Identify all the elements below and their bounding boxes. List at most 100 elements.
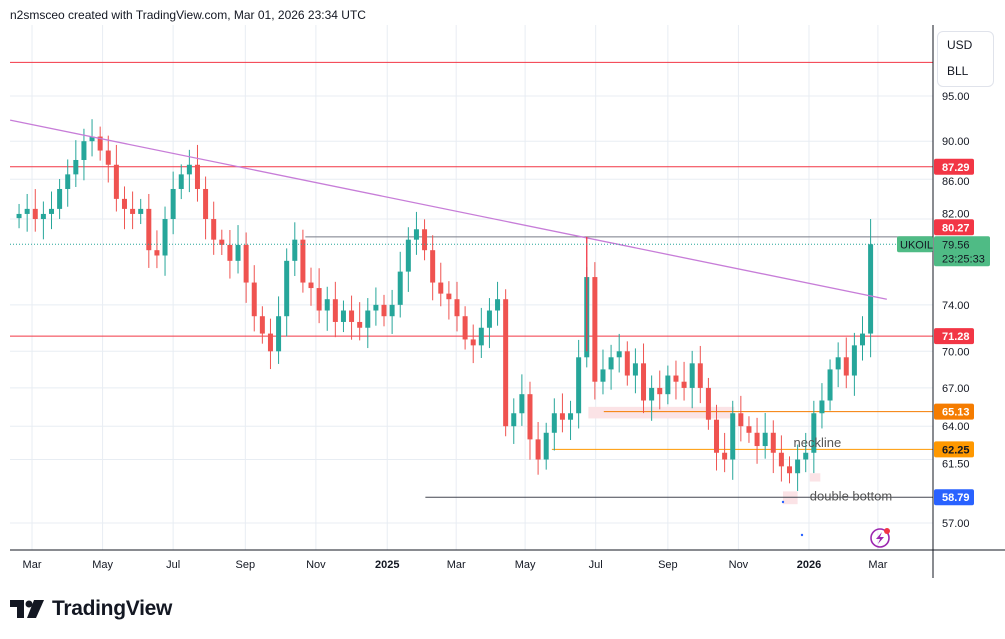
time-tick-label: Mar: [447, 559, 466, 571]
trend-line[interactable]: [10, 119, 887, 300]
tradingview-logo-icon: [10, 600, 44, 618]
price-labels: 87.29 80.27 71.28 65.13 62.25 58.79 UKOIL 79.56…: [897, 158, 990, 506]
candle-body: [186, 164, 192, 175]
candle-body: [527, 394, 533, 440]
highlight-zone: [809, 473, 821, 482]
currency-label[interactable]: USD: [947, 38, 973, 52]
candle-body: [657, 387, 663, 395]
currency-unit-selector[interactable]: USD BLL: [937, 31, 994, 87]
price-tick-label: 95.00: [942, 91, 970, 103]
highlight-zone: [588, 406, 735, 419]
candle-body: [89, 136, 95, 142]
alert-lightning-icon[interactable]: [870, 528, 890, 548]
annotation-text[interactable]: neckline: [794, 435, 842, 450]
candle-body: [819, 400, 825, 414]
candle-body: [535, 439, 541, 460]
grid: [10, 25, 933, 550]
candle-body: [478, 327, 484, 346]
candle-body: [795, 459, 801, 474]
candle-body: [97, 136, 103, 151]
candle-body: [251, 282, 257, 317]
candle-body: [714, 419, 720, 453]
price-tick-label: 82.00: [942, 208, 970, 220]
candle-body: [762, 432, 768, 447]
time-tick-label: Mar: [868, 559, 887, 571]
candle-body: [357, 321, 363, 328]
candle-body: [81, 141, 87, 160]
candle-body: [754, 432, 760, 447]
candle-body: [332, 299, 338, 322]
candle-body: [73, 159, 79, 175]
candle-body: [138, 208, 144, 214]
candle-body: [665, 375, 671, 395]
time-tick-label: Mar: [23, 559, 42, 571]
symbol-label: UKOIL: [900, 239, 933, 251]
candle-body: [397, 271, 403, 305]
candle-body: [170, 188, 176, 220]
candle-body: [543, 432, 549, 460]
candle-body: [381, 304, 387, 317]
candle-body: [559, 413, 565, 420]
candle-body: [105, 150, 111, 165]
candle-body: [738, 413, 744, 427]
drawings: neckline double bottom: [10, 119, 933, 504]
time-tick-label: Sep: [236, 559, 256, 571]
price-axis[interactable]: 95.00 90.00 86.00 82.00 74.00 70.00 67.00 64.00…: [942, 91, 970, 530]
candle-body: [697, 363, 703, 388]
candle-body: [649, 387, 655, 401]
candle-body: [146, 208, 152, 251]
candle-body: [324, 299, 330, 311]
candle-body: [121, 198, 127, 209]
price-chart[interactable]: neckline double bottom 95.00 90.00 86.00 82.…: [0, 0, 1005, 590]
candle-body: [730, 413, 736, 460]
candle-body: [616, 351, 622, 358]
candle-body: [689, 363, 695, 388]
candle-body: [673, 375, 679, 382]
candle-body: [859, 333, 865, 346]
level-price-badge: [934, 219, 974, 236]
candle-body: [405, 239, 411, 272]
candle-body: [868, 244, 874, 334]
candle-body: [446, 293, 452, 300]
candle-body: [340, 310, 346, 322]
candle-body: [48, 208, 54, 214]
annotation-text[interactable]: double bottom: [810, 489, 892, 504]
highlight-zone: [783, 491, 798, 505]
candle-body: [130, 208, 136, 214]
candle-body: [519, 394, 525, 414]
candle-body: [389, 304, 395, 317]
candle-body: [495, 299, 501, 311]
level-price-label: 65.13: [942, 407, 970, 419]
candle-body: [851, 345, 857, 376]
candle-body: [608, 357, 614, 370]
candle-body: [422, 229, 428, 251]
time-tick-label: Nov: [729, 559, 749, 571]
candle-body: [430, 250, 436, 283]
candle-body: [227, 244, 233, 261]
candle-body: [178, 174, 184, 189]
marker-dot: [800, 533, 804, 537]
candle-body: [308, 282, 314, 289]
candle-body: [803, 452, 809, 460]
candle-body: [600, 369, 606, 382]
candle-body: [284, 260, 290, 317]
horizontal-levels: [10, 61, 933, 498]
candle-body: [154, 250, 160, 256]
time-axis[interactable]: Mar May Jul Sep Nov 2025 Mar May Jul Sep Nov 2026 Ma…: [23, 559, 888, 571]
candle-body: [300, 239, 306, 283]
time-tick-label: Jul: [589, 559, 603, 571]
candle-body: [194, 164, 200, 189]
candle-body: [624, 351, 630, 376]
price-tick-label: 64.00: [942, 421, 970, 433]
candle-body: [843, 357, 849, 376]
price-tick-label: 74.00: [942, 300, 970, 312]
unit-label[interactable]: BLL: [947, 64, 969, 78]
tradingview-logo[interactable]: TradingView: [10, 597, 172, 621]
candle-body: [811, 413, 817, 453]
level-price-badge: [934, 158, 974, 175]
candle-body: [770, 432, 776, 453]
candle-body: [32, 208, 38, 220]
time-tick-label: 2025: [375, 559, 399, 571]
candle-body: [16, 213, 22, 219]
candle-body: [511, 413, 517, 427]
